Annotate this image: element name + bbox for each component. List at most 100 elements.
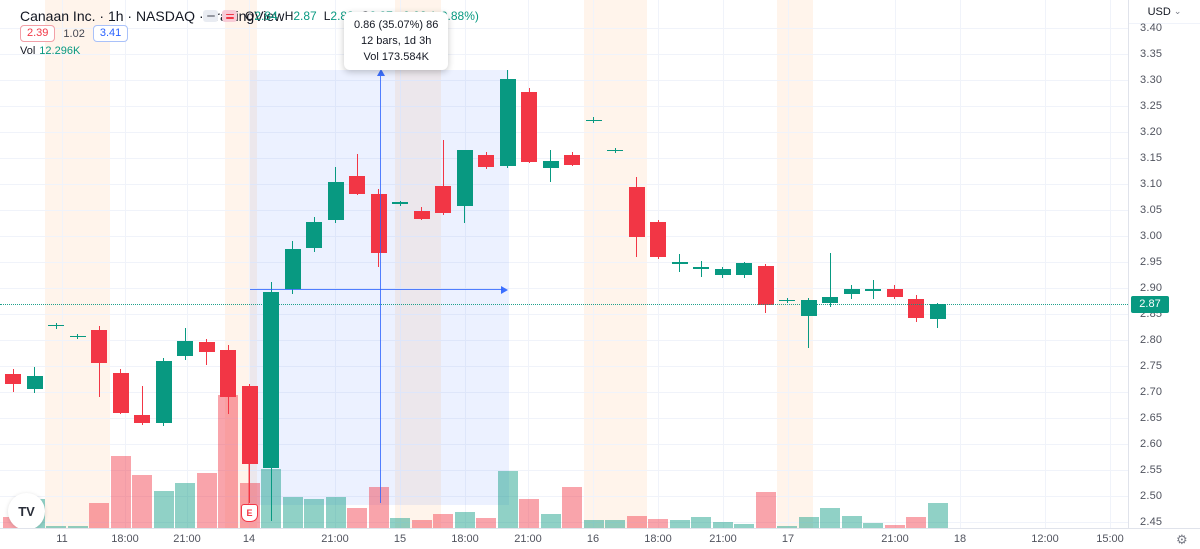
candle[interactable] [263,292,279,468]
symbol-title[interactable]: Canaan Inc. · 1h · NASDAQ · TradingView [20,8,285,24]
candle[interactable] [370,193,387,254]
volume-readout: Vol 12.296K [20,45,80,57]
measure-arrow-right-icon [501,285,508,294]
volume-bar [691,516,711,528]
currency-menu[interactable]: USD ⌄ [1129,0,1200,24]
candle[interactable] [220,349,236,398]
candle[interactable] [499,78,516,166]
candle[interactable] [585,119,602,122]
volume-bar [67,525,88,528]
plot-area[interactable] [0,0,1128,528]
grid-line-h [0,80,1128,81]
volume-bar [411,519,432,528]
candle[interactable] [155,360,172,424]
ohlc-label: H [284,9,294,23]
earnings-marker-line [248,458,249,504]
time-label: 18:00 [644,533,672,545]
candle-wick [700,261,702,278]
gear-icon[interactable]: ⚙ [1176,532,1188,547]
candle[interactable] [564,154,580,165]
candle[interactable] [542,161,559,168]
session-band [584,0,647,528]
grid-line-v [62,0,63,528]
price-label: 3.20 [1140,126,1163,138]
candle[interactable] [5,373,21,385]
candle[interactable] [886,289,903,297]
volume-bar [755,492,776,528]
candle[interactable] [693,267,709,270]
candle[interactable] [435,186,451,214]
candle[interactable] [671,262,688,265]
candle[interactable] [779,299,795,302]
legend-menu-icon[interactable] [222,10,237,22]
candle[interactable] [26,375,43,390]
candle[interactable] [91,330,107,363]
candle[interactable] [413,211,430,219]
candle[interactable] [134,414,150,424]
indicator-legend: 2.39 1.02 3.41 [20,25,129,42]
grid-line-v [723,0,724,528]
price-label: 2.45 [1140,516,1163,528]
earnings-icon[interactable]: E [241,504,258,522]
volume-bar [863,522,883,528]
volume-bar [454,511,475,528]
volume-bar [110,456,131,528]
price-axis[interactable]: USD ⌄ 3.40 3.35 3.30 3.25 3.20 3.15 3.10 3.05 3.… [1128,0,1200,528]
candle[interactable] [843,289,860,295]
candle[interactable] [757,266,774,306]
candle[interactable] [929,303,946,320]
indicator-low-badge[interactable]: 2.39 [20,25,56,42]
tradingview-logo[interactable]: TV [8,493,45,530]
grid-line-h [0,106,1128,107]
grid-line-v [960,0,961,528]
candle[interactable] [736,263,752,275]
indicator-mid-value: 1.02 [63,27,85,40]
time-label: 11 [56,533,68,545]
candle[interactable] [521,91,537,163]
candle[interactable] [198,342,215,352]
candle[interactable] [822,296,838,304]
grid-line-v [658,0,659,528]
session-band [45,0,110,528]
candle[interactable] [456,150,473,206]
grid-line-h [0,184,1128,185]
grid-line-v [249,0,250,528]
candle[interactable] [714,268,731,275]
candle[interactable] [284,249,301,290]
grid-line-h [0,496,1128,497]
last-price-line [0,304,1128,305]
time-axis[interactable]: ⚙ 11 18:00 21:00 14 21:00 15 18:00 21:00 16 18:00… [0,528,1200,549]
volume-bar [390,517,410,528]
candle[interactable] [177,340,193,357]
candle[interactable] [650,221,666,257]
volume-bar [927,502,948,528]
candle[interactable] [69,335,86,338]
candle[interactable] [327,181,344,220]
volume-bar [648,518,668,528]
candle[interactable] [349,176,365,194]
time-label: 15:00 [1096,533,1124,545]
volume-bar [562,487,582,528]
candle[interactable] [241,385,258,464]
volume-bar [368,487,389,528]
price-label: 2.55 [1140,464,1163,476]
candle[interactable] [48,324,64,327]
candle[interactable] [908,298,924,319]
candle[interactable] [478,154,494,167]
candle[interactable] [628,187,645,238]
price-label: 3.15 [1140,152,1163,164]
indicator-high-badge[interactable]: 3.41 [92,25,129,42]
legend-minus-icon[interactable] [203,10,218,22]
grid-line-h [0,236,1128,237]
candle[interactable] [392,202,408,204]
time-label: 16 [586,533,600,545]
last-price-badge: 2.87 [1131,295,1169,313]
candle[interactable] [607,149,623,152]
candle[interactable] [865,289,881,291]
candle[interactable] [800,299,817,317]
volume-bar [304,499,324,528]
session-band [777,0,813,528]
measure-arrow-up-icon [376,69,385,76]
candle[interactable] [112,372,129,413]
candle[interactable] [306,221,322,248]
